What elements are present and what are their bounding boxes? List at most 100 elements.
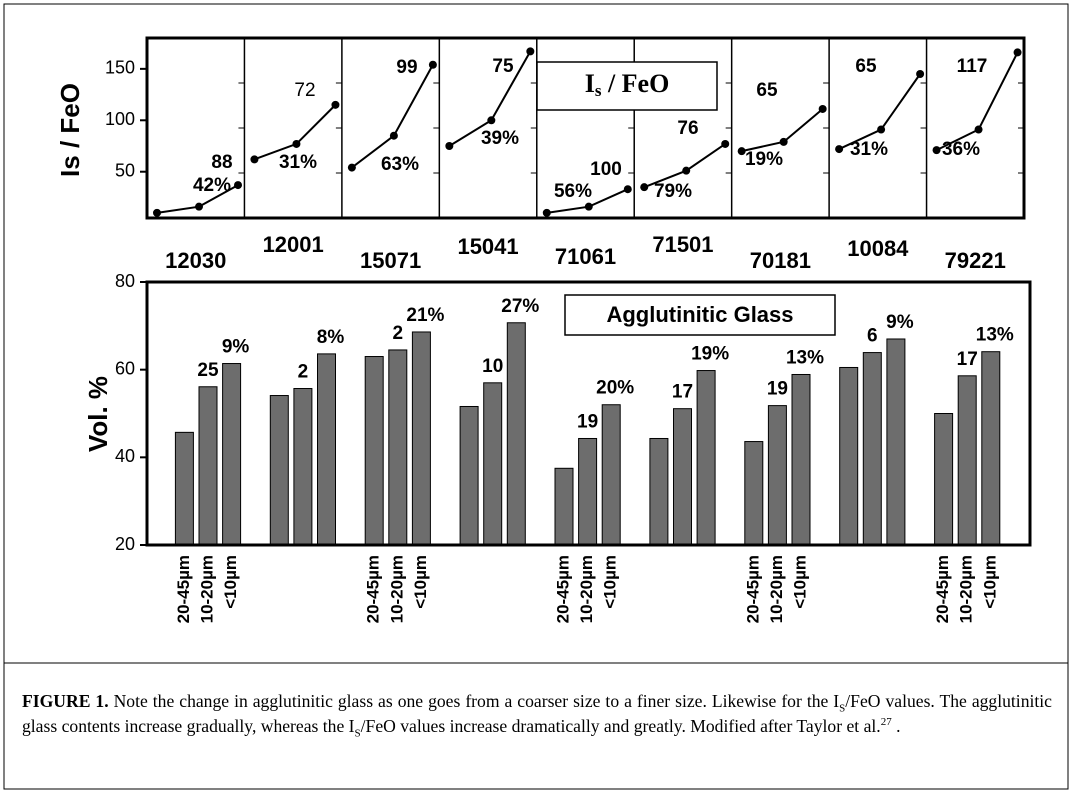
sample-name: 71061 [555,244,616,269]
x-tick-label: <10µm [221,555,240,609]
caption-text: /FeO values increase dramatically and gr… [360,716,881,736]
x-tick-label: 10-20µm [197,555,216,623]
sample-name: 15071 [360,248,421,273]
annotation: 9% [222,337,250,358]
x-tick-label: <10µm [980,555,999,609]
point [234,181,242,190]
legend-label: Agglutinitic Glass [606,302,793,327]
legend-text: I [585,69,595,98]
sample-name: 71501 [652,232,713,257]
bar [483,382,503,546]
bar [767,405,787,546]
x-tick-label: 20-45µm [364,555,383,623]
y-tick-label: 40 [115,446,135,466]
point [195,202,203,211]
annotation: 65 [855,56,877,77]
point [428,60,437,69]
point [835,145,844,154]
point [818,104,827,113]
legend-box [564,294,836,336]
annotation: 2 [393,323,404,344]
x-tick-label: 10-20µm [577,555,596,623]
bar [981,351,1001,546]
bar [601,404,621,546]
bar [222,363,242,546]
annotation: 19% [745,149,783,170]
annotation: 27% [501,296,539,317]
bar [649,437,669,546]
annotation: 31% [279,152,317,173]
x-tick-label: <10µm [790,555,809,609]
x-tick-label: 20-45µm [933,555,952,623]
annotation: 79% [654,181,692,202]
bar [174,431,194,546]
caption: FIGURE 1. Note the change in agglutiniti… [22,689,1052,739]
sample-name: 12030 [165,248,226,273]
bar [696,370,716,546]
legend-box [536,61,718,111]
bar [411,331,431,546]
bar [459,405,479,546]
sample-name: 79221 [945,248,1006,273]
bar [744,441,764,546]
x-tick-label: <10µm [411,555,430,609]
point [737,147,746,156]
caption-text: 27 [880,716,892,729]
point [292,139,301,148]
point [250,155,259,164]
point [623,185,632,194]
annotation: 6 [867,326,878,347]
annotation: 9% [886,312,914,333]
annotation: 100 [590,159,622,180]
point [974,125,983,134]
bar [934,413,954,546]
point [153,208,161,217]
sample-name: 70181 [750,248,811,273]
annotation: 21% [406,305,444,326]
annotation: 88 [211,152,232,173]
page-frame [3,3,1069,790]
annotation: 63% [381,154,419,175]
y-axis-label: Vol. % [83,376,113,452]
legend-text: s [595,81,602,100]
bar [198,386,218,546]
series-line [838,73,921,150]
caption-text: /FeO values. The agglutinitic glass cont… [22,691,1052,736]
annotation: 39% [481,128,519,149]
annotation: 17 [672,382,693,403]
x-tick-label: 10-20µm [387,555,406,623]
point [347,163,356,172]
x-tick-label: 20-45µm [743,555,762,623]
annotation: 72 [294,80,315,101]
annotation: 13% [786,348,824,369]
annotation: 10 [482,356,503,377]
point [932,146,941,155]
bar [554,467,574,546]
bar [317,353,336,546]
bar [957,375,977,546]
x-tick-label: 20-45µm [174,555,193,623]
bar [886,338,906,546]
annotation: 117 [957,56,988,77]
annotation: 17 [957,349,978,370]
point [487,116,496,125]
point [640,183,649,192]
annotation: 20% [596,378,634,399]
sample-name: 15041 [457,234,518,259]
sample-name: 10084 [847,236,909,261]
caption-text: . [891,716,901,736]
point [389,131,398,140]
point [779,137,788,146]
point [721,139,730,148]
annotation: 25 [197,360,219,381]
caption-text: Note the change in agglutinitic glass as… [108,691,840,711]
point [542,208,551,217]
y-tick-label: 150 [105,58,135,78]
annotation: 99 [396,57,417,78]
series-line [351,64,434,169]
bar [506,322,526,546]
plot-frame [145,280,1032,547]
point [526,47,535,56]
bar [839,366,859,546]
